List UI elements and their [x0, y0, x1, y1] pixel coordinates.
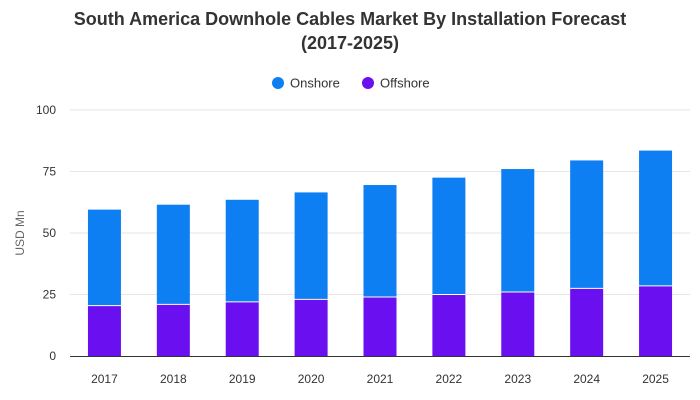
y-tick-label-50: 50	[43, 226, 57, 240]
chart-title-line1: South America Downhole Cables Market By …	[73, 9, 627, 29]
bar-offshore-2024	[570, 288, 604, 356]
chart-title: South America Downhole Cables Market By …	[0, 7, 700, 55]
y-tick-label-75: 75	[43, 165, 57, 179]
y-axis-title: USD Mn	[13, 210, 27, 255]
chart-legend: Onshore Offshore	[272, 76, 430, 91]
y-axis-ticks: 0 25 50 75 100	[36, 103, 56, 363]
bar-onshore-2024	[570, 160, 604, 289]
legend-swatch-onshore	[272, 77, 284, 89]
bar-offshore-2019	[225, 301, 259, 356]
x-tick-label-2019: 2019	[229, 372, 256, 386]
chart-title-line2: (2017-2025)	[300, 33, 400, 53]
bar-onshore-2022	[432, 177, 466, 295]
bar-offshore-2021	[363, 296, 397, 356]
x-tick-label-2020: 2020	[298, 372, 325, 386]
bar-offshore-2020	[294, 299, 328, 356]
x-tick-label-2018: 2018	[160, 372, 187, 386]
y-tick-label-100: 100	[36, 103, 56, 117]
y-tick-label-25: 25	[43, 288, 57, 302]
x-tick-label-2024: 2024	[573, 372, 600, 386]
legend-swatch-offshore	[362, 77, 374, 89]
bar-onshore-2018	[156, 204, 190, 305]
legend-label-onshore: Onshore	[290, 76, 340, 91]
bar-onshore-2025	[639, 150, 673, 286]
bar-offshore-2025	[639, 285, 673, 356]
x-tick-label-2023: 2023	[504, 372, 531, 386]
bar-onshore-2021	[363, 185, 397, 297]
y-tick-label-0: 0	[49, 349, 56, 363]
bar-offshore-2018	[156, 304, 190, 356]
bar-onshore-2019	[225, 199, 259, 302]
bar-offshore-2023	[501, 292, 535, 356]
legend-label-offshore: Offshore	[380, 76, 430, 91]
x-tick-label-2022: 2022	[436, 372, 463, 386]
bar-offshore-2022	[432, 294, 466, 356]
x-tick-label-2021: 2021	[367, 372, 394, 386]
x-tick-label-2025: 2025	[642, 372, 669, 386]
bars	[87, 150, 673, 356]
bar-offshore-2017	[87, 305, 121, 356]
bar-onshore-2023	[501, 169, 535, 293]
x-tick-label-2017: 2017	[91, 372, 118, 386]
bar-onshore-2020	[294, 192, 328, 300]
x-axis-ticks: 2017 2018 2019 2020 2021 2022 2023 2024 2025	[91, 372, 669, 386]
bar-onshore-2017	[87, 209, 121, 306]
